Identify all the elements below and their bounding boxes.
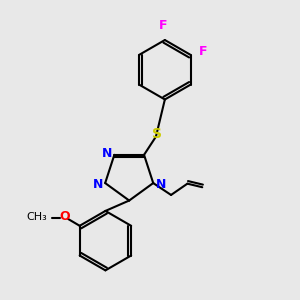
Text: CH₃: CH₃ bbox=[26, 212, 47, 223]
Text: O: O bbox=[59, 210, 70, 223]
Text: F: F bbox=[199, 45, 207, 58]
Text: N: N bbox=[92, 178, 103, 191]
Text: N: N bbox=[102, 147, 112, 160]
Text: S: S bbox=[152, 127, 161, 141]
Text: F: F bbox=[159, 19, 168, 32]
Text: N: N bbox=[155, 178, 166, 191]
